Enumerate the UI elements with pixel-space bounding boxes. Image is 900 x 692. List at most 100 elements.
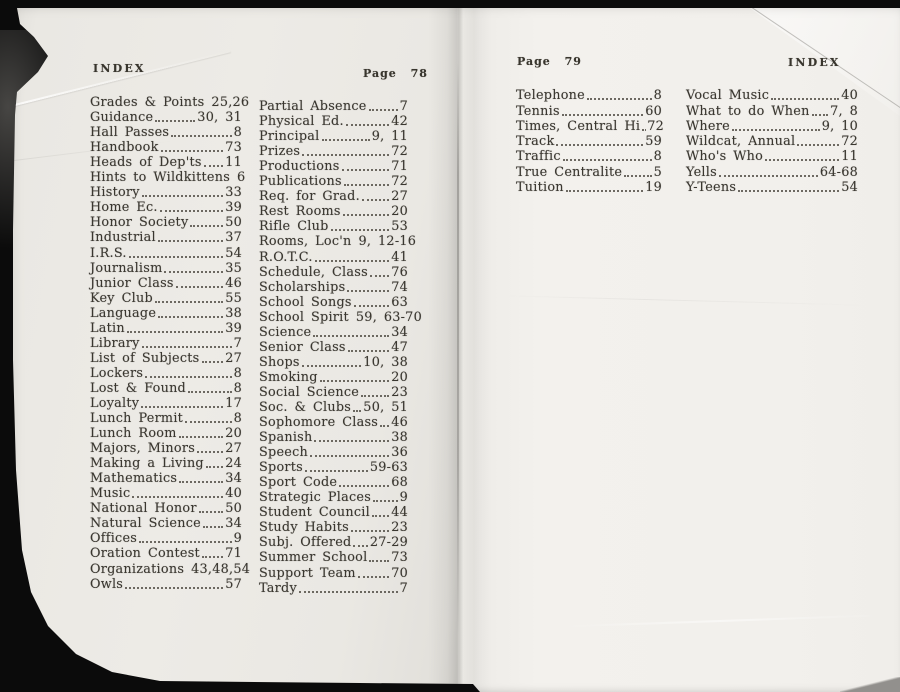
- entry-page-number: 23: [391, 520, 408, 536]
- entry-page-number: 8: [653, 88, 662, 104]
- index-entry: Scholarships 74: [259, 280, 408, 295]
- index-entry: Latin 39: [90, 321, 242, 336]
- index-entry: Handbook 73: [90, 140, 242, 155]
- entry-page-number: 55: [225, 290, 242, 306]
- index-entry: Making a Living 24: [90, 456, 242, 471]
- index-entry: Guidance 30, 31: [90, 110, 242, 125]
- entry-label: Senior Class: [259, 339, 346, 355]
- dot-leader: [561, 113, 644, 116]
- entry-page-number: 11: [841, 149, 858, 165]
- index-entry: Language 38: [90, 306, 242, 321]
- entry-page-number: 72: [391, 144, 408, 160]
- dot-leader: [198, 511, 224, 514]
- dot-leader: [738, 190, 840, 193]
- dot-leader: [347, 289, 390, 292]
- entry-page-number: 71: [225, 546, 242, 562]
- entry-page-number: 40: [225, 486, 242, 502]
- dot-leader: [179, 481, 224, 484]
- index-entry: Productions 71: [259, 159, 408, 174]
- dot-leader: [132, 496, 224, 499]
- entry-page-number: 7, 8: [830, 103, 858, 119]
- entry-page-number: 24: [225, 456, 242, 472]
- index-entry: Publications 72: [259, 174, 408, 189]
- index-entry: Physical Ed. 42: [259, 114, 408, 129]
- entry-label: Oration Contest: [90, 546, 200, 562]
- index-entry: Req. for Grad. 27: [259, 189, 408, 204]
- entry-label: Lunch Permit: [90, 411, 184, 427]
- dot-leader: [126, 330, 224, 333]
- entry-page-number: 27: [225, 441, 242, 457]
- entry-page-number: 35: [225, 260, 242, 276]
- entry-page-number: 59, 63-70: [355, 309, 422, 325]
- index-column-right-2: Vocal Music 40 What to do When 7, 8 Wher…: [686, 88, 858, 195]
- entry-label: Tuition: [516, 180, 564, 196]
- dot-leader: [128, 255, 224, 258]
- entry-label: Library: [90, 335, 140, 351]
- entry-page-number: 70: [391, 565, 408, 581]
- index-entry: Subj. Offered 27-29: [259, 535, 408, 550]
- index-entry: Prizes 72: [259, 144, 408, 159]
- dot-leader: [298, 590, 398, 593]
- entry-page-number: 34: [225, 471, 242, 487]
- entry-page-number: 50: [225, 215, 242, 231]
- entry-label: Subj. Offered: [259, 535, 352, 551]
- dot-leader: [164, 270, 224, 273]
- dot-leader: [811, 113, 829, 116]
- index-entry: What to do When 7, 8: [686, 103, 858, 118]
- entry-page-number: 8: [233, 380, 242, 396]
- entry-page-number: 74: [391, 279, 408, 295]
- entry-label: Guidance: [90, 110, 154, 126]
- left-page-index-heading: INDEX: [93, 62, 146, 75]
- index-entry: Who's Who 11: [686, 149, 858, 164]
- entry-label: Language: [90, 305, 157, 321]
- index-entry: Support Team 70: [259, 565, 408, 580]
- entry-page-number: 20: [225, 426, 242, 442]
- dot-leader: [175, 285, 224, 288]
- entry-page-number: 9: [233, 531, 242, 547]
- entry-page-number: 27: [225, 350, 242, 366]
- index-entry: Natural Science 34: [90, 516, 242, 531]
- entry-page-number: 7: [233, 335, 242, 351]
- dot-leader: [301, 364, 362, 367]
- entry-page-number: 34: [391, 324, 408, 340]
- index-entry: Smoking 20: [259, 370, 408, 385]
- dot-leader: [350, 530, 390, 533]
- dot-leader: [341, 169, 390, 172]
- dot-leader: [125, 586, 224, 589]
- index-entry: Rooms, Loc'n 9, 12-16: [259, 234, 416, 249]
- entry-label: Y-Teens: [686, 180, 737, 196]
- entry-label: R.O.T.C.: [259, 249, 313, 265]
- entry-label: Telephone: [516, 88, 585, 104]
- dot-leader: [731, 128, 820, 131]
- index-entry: Strategic Places 9: [259, 490, 408, 505]
- entry-label: Heads of Dep'ts: [90, 155, 202, 171]
- entry-label: Principal: [259, 129, 320, 145]
- dot-leader: [154, 300, 224, 303]
- index-entry: Journalism 35: [90, 261, 242, 276]
- page-79: [458, 8, 900, 692]
- entry-label: Smoking: [259, 369, 318, 385]
- entry-label: Tardy: [259, 580, 297, 596]
- entry-label: I.R.S.: [90, 245, 127, 261]
- entry-page-number: 37: [225, 230, 242, 246]
- entry-label: National Honor: [90, 501, 197, 517]
- entry-page-number: 23: [391, 384, 408, 400]
- entry-page-number: 9, 11: [371, 129, 408, 145]
- entry-label: Lost & Found: [90, 380, 186, 396]
- entry-page-number: 41: [391, 249, 408, 265]
- entry-label: Soc. & Clubs: [259, 399, 352, 415]
- index-entry: Mathematics 34: [90, 471, 242, 486]
- index-entry: True Centralite 5: [516, 164, 662, 179]
- index-entry: Summer School 73: [259, 550, 408, 565]
- dot-leader: [314, 440, 390, 443]
- entry-page-number: 42: [391, 114, 408, 130]
- entry-page-number: 38: [391, 430, 408, 446]
- entry-label: Owls: [90, 576, 124, 592]
- dot-leader: [343, 184, 390, 187]
- entry-page-number: 36: [391, 445, 408, 461]
- dot-leader: [797, 144, 840, 147]
- dot-leader: [160, 150, 224, 153]
- entry-label: Music: [90, 486, 131, 502]
- index-entry: Shops 10, 38: [259, 355, 408, 370]
- index-entry: Wildcat, Annual 72: [686, 134, 858, 149]
